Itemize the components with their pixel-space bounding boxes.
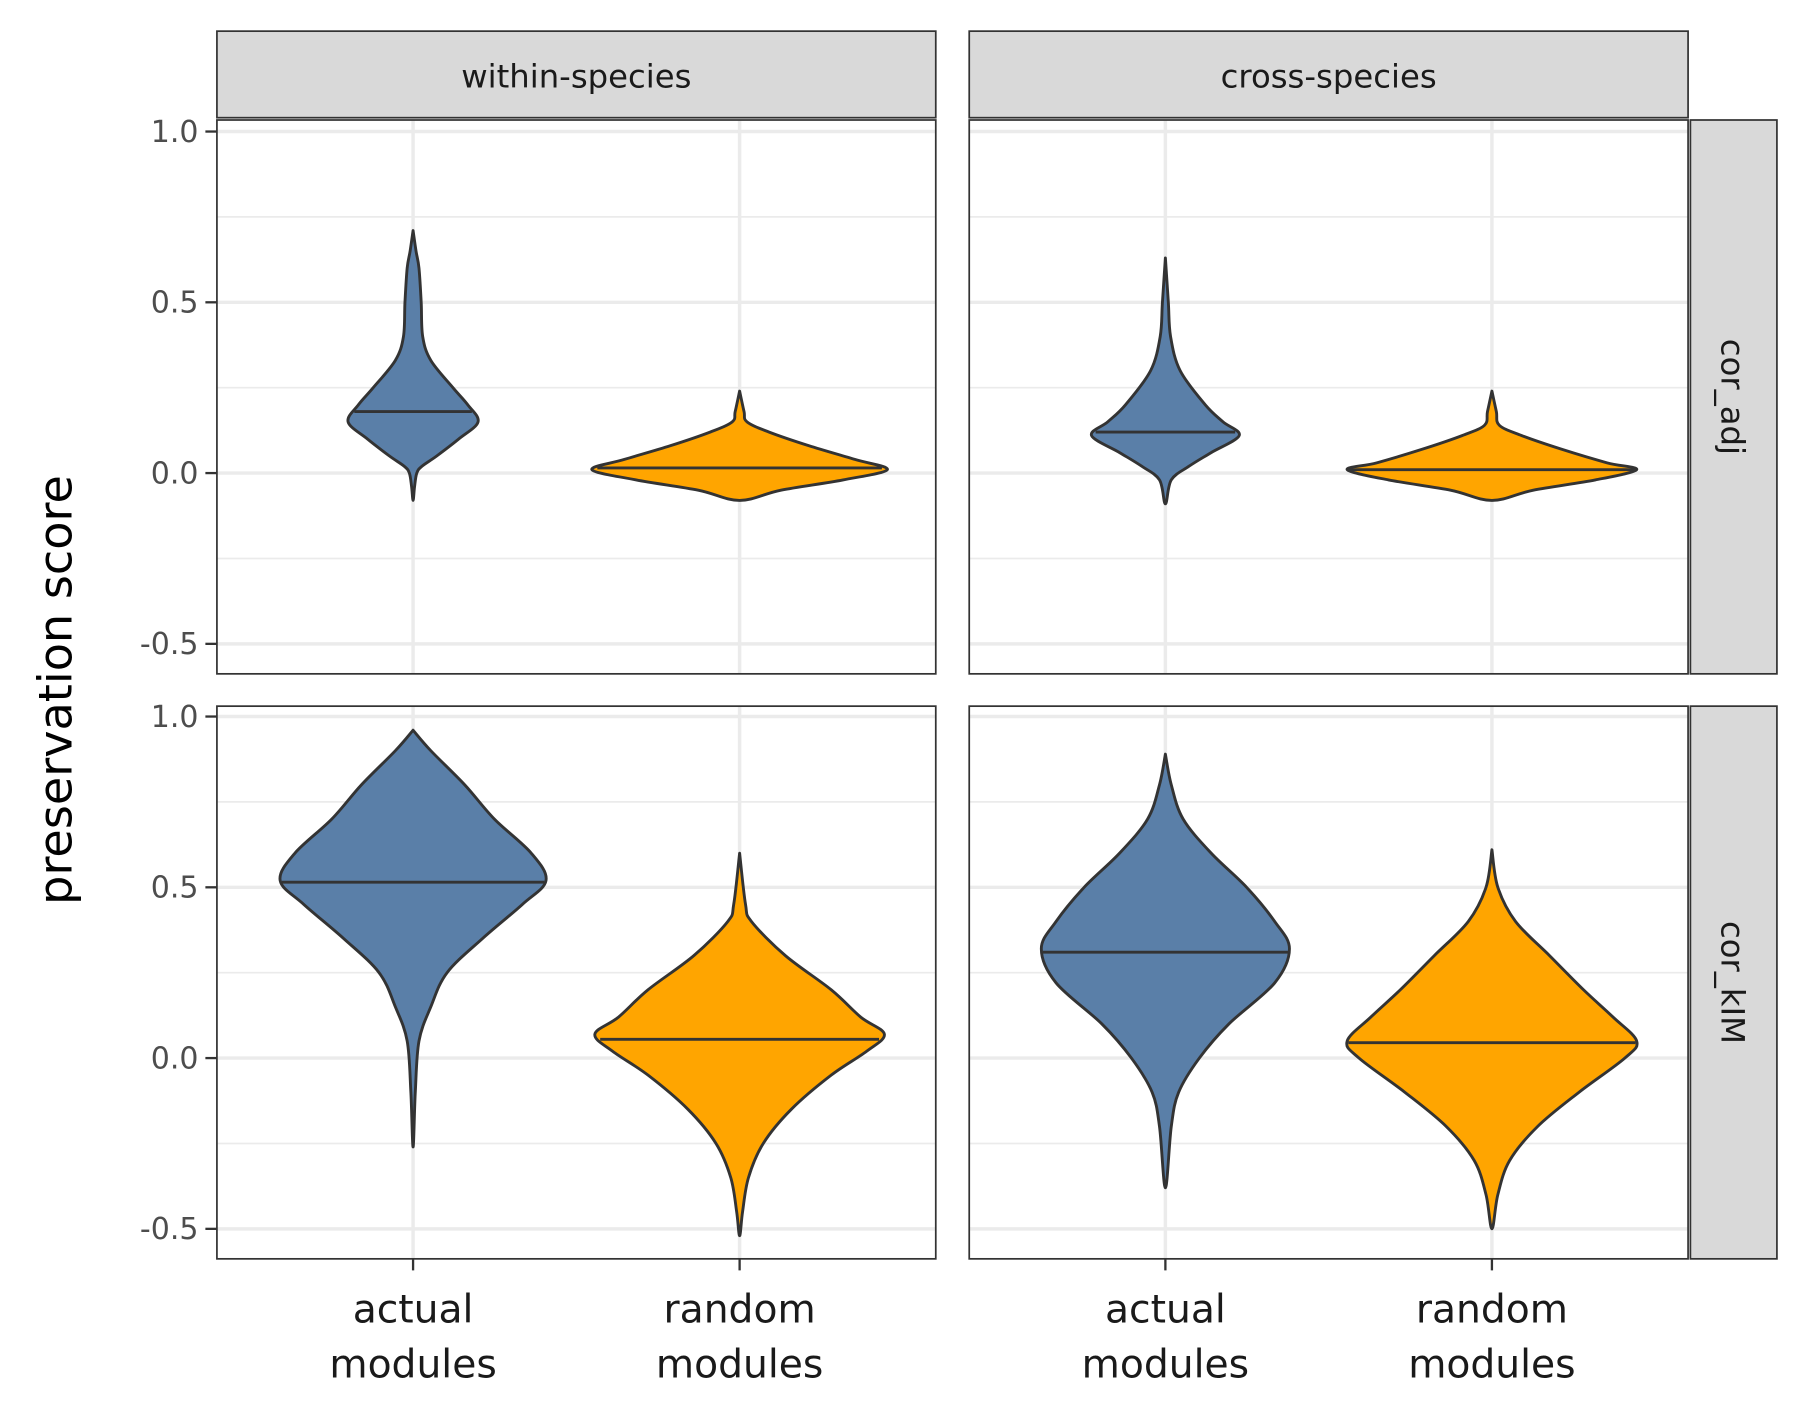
row-strip — [1689, 705, 1778, 1260]
column-strip-label: within-species — [461, 58, 691, 96]
x-tick-label: random — [1416, 1287, 1568, 1332]
violin-actual — [1039, 752, 1291, 1190]
x-tick-label: modules — [656, 1343, 823, 1388]
x-tick-label: actual — [353, 1287, 474, 1332]
violin-random — [1345, 389, 1639, 502]
y-tick-label: 0.0 — [151, 1041, 199, 1076]
column-strip — [968, 30, 1689, 119]
y-tick-label: 0.5 — [151, 871, 199, 906]
y-tick-label: 0.0 — [151, 456, 199, 491]
violin-actual — [346, 229, 480, 502]
x-tick-label: random — [664, 1287, 816, 1332]
violin-random — [590, 389, 889, 502]
y-tick-label: -0.5 — [140, 1212, 199, 1247]
panel-border — [216, 119, 937, 675]
column-strip — [216, 30, 937, 119]
panel-background — [216, 706, 936, 1259]
y-tick-label: 1.0 — [151, 700, 199, 735]
y-tick-label: 0.5 — [151, 286, 199, 321]
x-tick-label: modules — [1082, 1343, 1249, 1388]
x-tick-label: modules — [1408, 1343, 1575, 1388]
panel-border — [216, 705, 937, 1260]
violin-actual — [278, 728, 548, 1149]
row-strip — [1689, 119, 1778, 675]
x-tick-label: actual — [1105, 1287, 1226, 1332]
violin-actual — [1089, 256, 1241, 506]
panel-background — [969, 120, 1689, 674]
panel-border — [968, 119, 1689, 675]
column-strip-label: cross-species — [1221, 58, 1437, 96]
violin-random — [593, 851, 886, 1238]
panel-border — [968, 705, 1689, 1260]
panel-background — [216, 120, 936, 674]
x-tick-label: modules — [329, 1343, 496, 1388]
y-axis-label: preservation score — [29, 475, 83, 905]
row-strip-label: cor_adj — [1714, 339, 1752, 455]
row-strip-label: cor_kIM — [1714, 921, 1752, 1044]
violin-random — [1345, 848, 1639, 1231]
y-tick-label: -0.5 — [140, 627, 199, 662]
y-tick-label: 1.0 — [151, 115, 199, 150]
